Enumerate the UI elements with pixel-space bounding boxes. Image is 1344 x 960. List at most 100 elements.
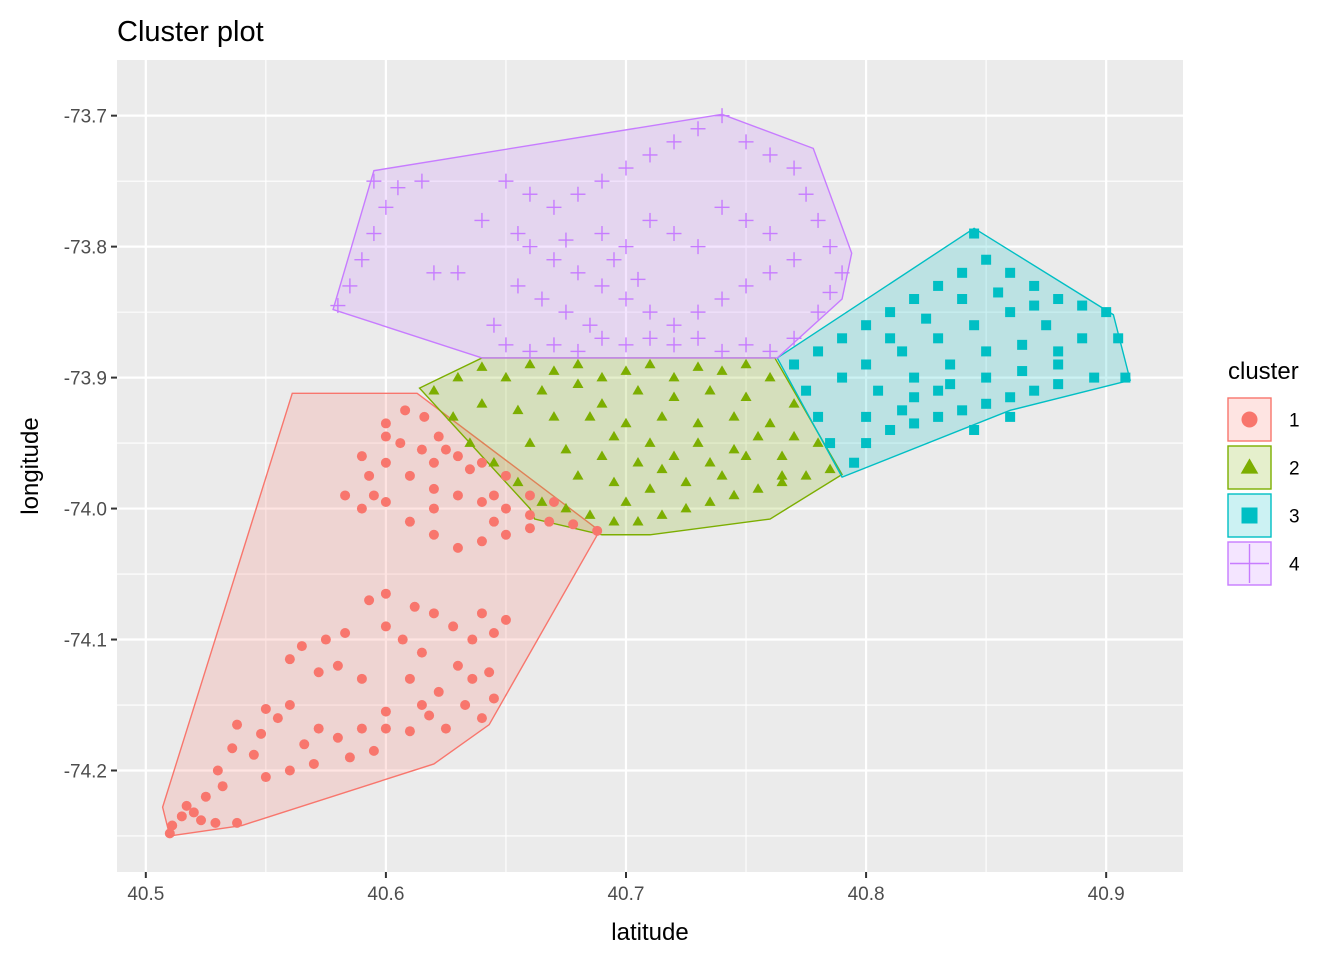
cluster-4-point (570, 265, 586, 281)
cluster-2-point (584, 411, 596, 421)
cluster-1-point (592, 525, 603, 536)
cluster-1-point (524, 523, 535, 534)
cluster-3-point (1029, 385, 1040, 396)
cluster-4-point (510, 278, 526, 294)
cluster-3-point (933, 280, 944, 291)
cluster-1-point (356, 503, 367, 514)
chart-title: Cluster plot (117, 16, 264, 48)
x-tick-label: 40.5 (127, 884, 164, 905)
cluster-1-point (500, 503, 511, 514)
cluster-1-point (284, 654, 295, 665)
cluster-1-point (320, 634, 331, 645)
cluster-4-point (738, 212, 754, 228)
cluster-2-point (620, 417, 632, 428)
cluster-2-point (656, 509, 668, 519)
cluster-3-point (1113, 333, 1124, 344)
cluster-4-points (330, 108, 850, 359)
cluster-1-point (196, 815, 207, 826)
cluster-2-point (788, 398, 800, 408)
cluster-1-point (200, 791, 211, 802)
cluster-3-point (945, 359, 956, 370)
cluster-2-point (752, 430, 764, 441)
cluster-4-point (522, 239, 538, 255)
cluster-2-point (752, 483, 764, 493)
cluster-2-point (716, 365, 728, 375)
cluster-3-point (1101, 307, 1112, 318)
cluster-2-point (536, 384, 548, 395)
cluster-4-point (642, 304, 658, 320)
cluster-4-point (618, 291, 634, 307)
cluster-4-point (594, 226, 610, 242)
cluster-1-point (364, 470, 375, 481)
y-tick-label: -73.8 (64, 238, 107, 259)
cluster-2-point (800, 470, 812, 480)
cluster-4-point (594, 173, 610, 189)
y-tick-label: -74.2 (64, 762, 107, 783)
cluster-1-point (356, 451, 367, 462)
x-tick-label: 40.6 (367, 884, 404, 905)
cluster-3-point (1053, 346, 1064, 357)
cluster-4-point (666, 317, 682, 333)
cluster-4-point (822, 284, 838, 300)
cluster-2-point (728, 411, 740, 421)
cluster-3-point (933, 333, 944, 344)
cluster-3-point (885, 307, 896, 318)
cluster-1-point (416, 444, 427, 455)
cluster-3-point (993, 287, 1004, 298)
x-axis-ticks: 40.5 40.6 40.7 40.8 40.9 (127, 872, 1125, 905)
cluster-3-point (825, 438, 836, 449)
cluster-points (164, 108, 1131, 839)
cluster-3-point (849, 457, 860, 468)
cluster-2-point (608, 515, 620, 526)
cluster-2-point (620, 496, 632, 506)
cluster-2-point (716, 470, 728, 480)
cluster-3-point (1029, 300, 1040, 311)
cluster-3-point (1017, 366, 1028, 377)
cluster-3-point (981, 254, 992, 265)
cluster-4-point (738, 337, 754, 353)
cluster-3-point (861, 411, 872, 422)
cluster-4-point (618, 239, 634, 255)
legend-item-1: 1 (1227, 397, 1300, 442)
cluster-3-point (1029, 280, 1040, 291)
cluster-1-point (452, 660, 463, 671)
cluster-4-point (714, 199, 730, 215)
cluster-4-point (498, 337, 514, 353)
cluster-2-point (764, 371, 776, 382)
cluster-1-point (308, 758, 319, 769)
cluster-1-point (164, 828, 175, 839)
cluster-4-point (534, 291, 550, 307)
cluster-1-point (232, 719, 243, 730)
cluster-1-points (164, 405, 603, 839)
cluster-4-point (630, 271, 646, 287)
cluster-1-point (476, 457, 487, 468)
cluster-1-point (404, 516, 415, 527)
cluster-1-point (488, 490, 499, 501)
cluster-2-point (776, 450, 788, 460)
cluster-3-point (1053, 294, 1064, 305)
cluster-4-point (486, 317, 502, 333)
cluster-1-point (428, 529, 439, 540)
y-tick-label: -74.0 (64, 500, 107, 521)
x-tick-label: 40.8 (848, 884, 885, 905)
cluster-1-point (380, 431, 391, 442)
cluster-2-point (548, 365, 560, 375)
cluster-1-point (380, 588, 391, 599)
cluster-4-point (570, 343, 586, 359)
cluster-2-point (644, 358, 656, 369)
cluster-3-point (837, 372, 848, 383)
cluster-1-point (464, 464, 475, 475)
cluster-3-point (897, 346, 908, 357)
cluster-2-point (524, 358, 536, 369)
cluster-1-point (284, 765, 295, 776)
cluster-2-point (524, 437, 536, 447)
cluster-2-point (656, 411, 668, 421)
cluster-1-point (380, 497, 391, 508)
cluster-1-point (167, 820, 178, 831)
legend-item-3: 3 (1227, 493, 1300, 538)
cluster-4-point (570, 186, 586, 202)
legend-marker-2 (1240, 458, 1259, 474)
legend-marker-1 (1241, 411, 1258, 428)
cluster-1-point (380, 723, 391, 734)
cluster-1-point (344, 752, 355, 763)
